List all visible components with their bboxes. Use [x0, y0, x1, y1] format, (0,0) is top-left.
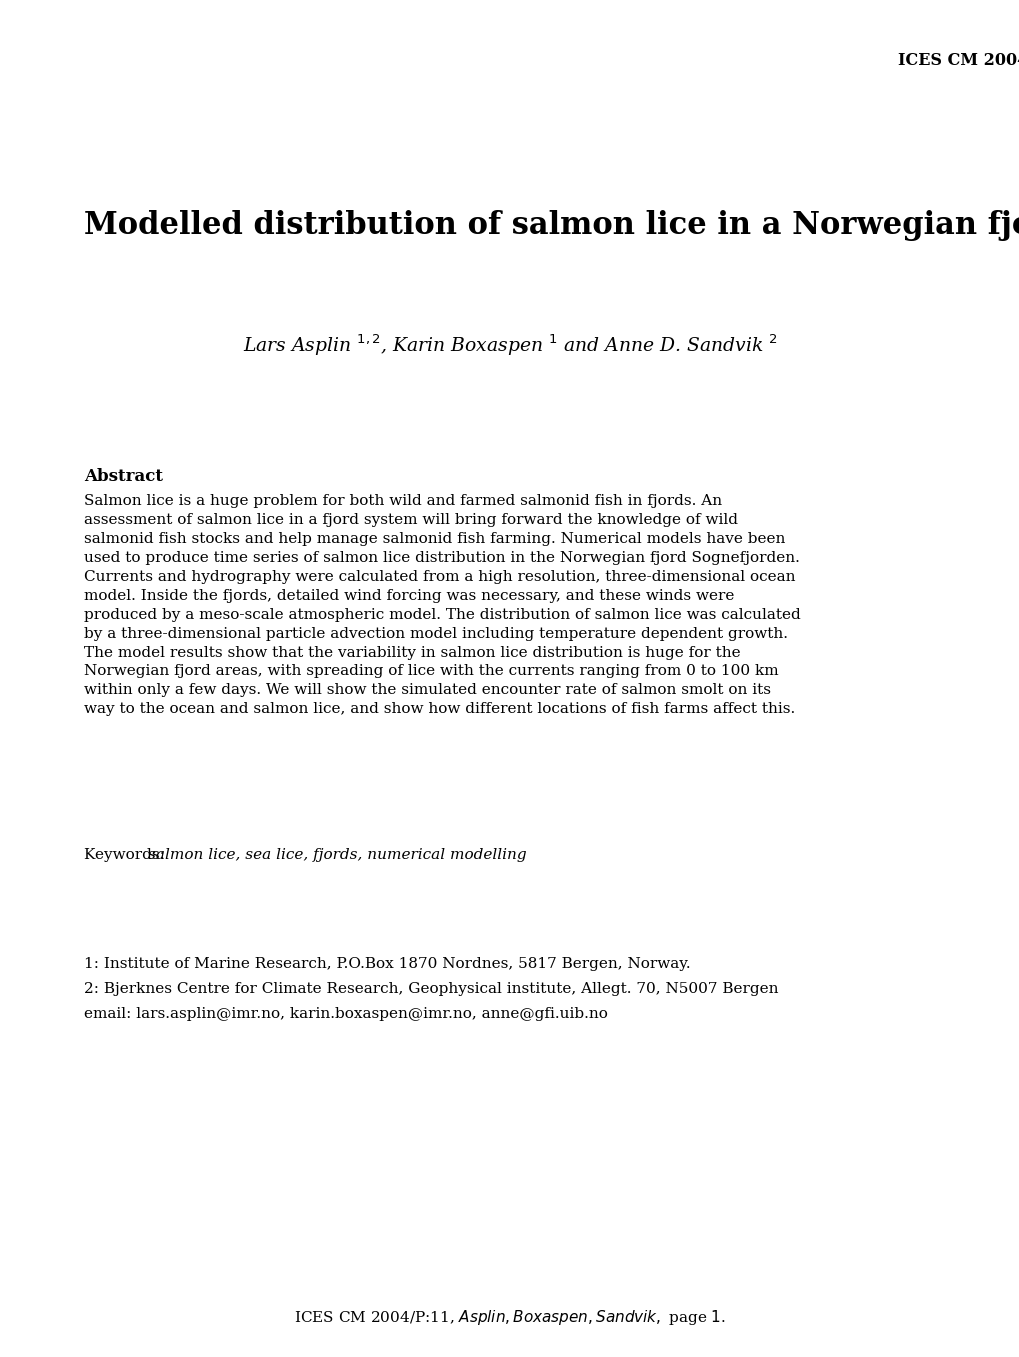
Text: Abstract: Abstract — [84, 468, 162, 486]
Text: salmon lice, sea lice, fjords, numerical modelling: salmon lice, sea lice, fjords, numerical… — [148, 848, 526, 862]
Text: 2: Bjerknes Centre for Climate Research, Geophysical institute, Allegt. 70, N500: 2: Bjerknes Centre for Climate Research,… — [84, 982, 777, 996]
Text: 1: Institute of Marine Research, P.O.Box 1870 Nordnes, 5817 Bergen, Norway.: 1: Institute of Marine Research, P.O.Box… — [84, 957, 690, 970]
Text: Keywords:: Keywords: — [84, 848, 169, 862]
Text: email: lars.asplin@imr.no, karin.boxaspen@imr.no, anne@gfi.uib.no: email: lars.asplin@imr.no, karin.boxaspe… — [84, 1007, 607, 1020]
Text: Salmon lice is a huge problem for both wild and farmed salmonid fish in fjords. : Salmon lice is a huge problem for both w… — [84, 494, 800, 716]
Text: ICES CM 2004/P:11, $\it{Asplin, Boxaspen, Sandvik,}$ page $\it{1}$.: ICES CM 2004/P:11, $\it{Asplin, Boxaspen… — [293, 1308, 726, 1327]
Text: ICES CM 2004/P:11: ICES CM 2004/P:11 — [897, 52, 1019, 69]
Text: Modelled distribution of salmon lice in a Norwegian fjord: Modelled distribution of salmon lice in … — [84, 210, 1019, 242]
Text: Lars Asplin $^{1,2}$, Karin Boxaspen $^{1}$ and Anne D. Sandvik $^{2}$: Lars Asplin $^{1,2}$, Karin Boxaspen $^{… — [243, 332, 776, 358]
